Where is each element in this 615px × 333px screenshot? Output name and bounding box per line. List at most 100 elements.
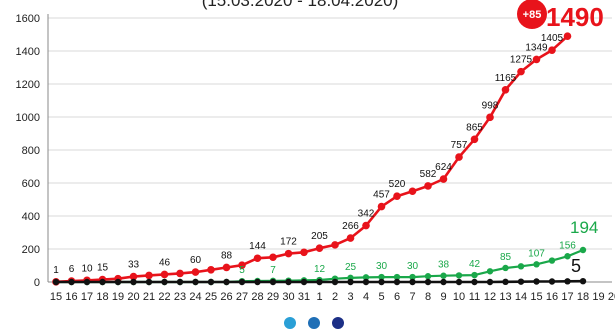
pagination-dot[interactable] (308, 317, 320, 329)
cases-point (424, 182, 432, 190)
cases-point (284, 249, 293, 258)
recovered-data-label: 25 (345, 262, 357, 273)
cases-point (331, 241, 339, 249)
x-tick-label: 24 (189, 291, 201, 303)
y-tick-label: 1000 (16, 112, 40, 124)
cases-point (145, 271, 153, 280)
y-tick-label: 1600 (16, 13, 40, 25)
cases-data-label: 15 (97, 263, 109, 274)
cases-point (408, 187, 417, 196)
y-tick-label: 1200 (16, 79, 40, 91)
recovered-point (471, 271, 478, 279)
deaths-point (502, 278, 509, 286)
deaths-point (331, 278, 339, 286)
x-tick-label: 15 (50, 291, 62, 303)
cases-point (439, 175, 448, 183)
x-tick-label: 2 (332, 291, 338, 303)
cases-point (222, 263, 231, 272)
pagination-dot[interactable] (332, 317, 344, 329)
deaths-point (285, 278, 292, 286)
cases-data-label: 266 (342, 221, 359, 232)
y-tick-label: 0 (34, 277, 40, 289)
cases-point (377, 202, 386, 211)
x-tick-label: 7 (409, 291, 415, 303)
x-tick-label: 17 (81, 291, 93, 303)
x-tick-label: 6 (394, 291, 400, 303)
series (52, 32, 587, 286)
latest-deaths-value: 5 (571, 256, 581, 276)
x-tick-label: 16 (546, 291, 558, 303)
cases-point (269, 253, 277, 262)
grid (48, 17, 612, 250)
recovered-point (548, 257, 556, 264)
x-tick-label: 9 (440, 291, 446, 303)
recovered-point (440, 272, 447, 279)
recovered-data-label: 85 (500, 252, 512, 263)
pagination-dot[interactable] (284, 317, 296, 329)
recovered-point (564, 253, 571, 260)
cases-data-label: 1349 (525, 42, 548, 53)
recovered-point (502, 264, 509, 272)
cases-data-label: 46 (159, 257, 171, 268)
x-tick-label: 27 (236, 291, 248, 303)
deaths-point (176, 278, 184, 286)
deaths-point (378, 278, 385, 286)
latest-recovered-value: 194 (570, 218, 598, 237)
recovered-point (393, 273, 401, 281)
deaths-point (130, 278, 137, 286)
deaths-point (238, 278, 246, 286)
deaths-point (269, 278, 277, 286)
deaths-point (83, 278, 91, 286)
x-tick-label: 14 (515, 291, 527, 303)
recovered-data-label: 7 (270, 265, 276, 276)
recovered-point (517, 263, 525, 270)
recovered-point (533, 261, 540, 268)
x-tick-label: 20 (127, 291, 139, 303)
recovered-point (378, 273, 385, 281)
deaths-point (114, 278, 122, 286)
x-tick-label: 13 (499, 291, 511, 303)
cases-data-label: 998 (482, 100, 499, 111)
increment-badge (517, 0, 547, 29)
cases-data-label: 457 (373, 190, 390, 201)
x-tick-label: 1 (316, 291, 322, 303)
deaths-point (145, 278, 153, 286)
cases-data-label: 172 (280, 237, 297, 248)
deaths-point (409, 278, 416, 286)
deaths-point (99, 278, 106, 286)
x-tick-label: 8 (425, 291, 431, 303)
deaths-point (548, 278, 556, 285)
cases-point (253, 254, 262, 263)
x-tick-label: 28 (251, 291, 263, 303)
x-tick-label: 16 (65, 291, 77, 303)
chart-title: (15.03.2020 - 18.04.2020) (202, 0, 399, 10)
cases-point (160, 270, 169, 279)
cases-data-label: 342 (358, 209, 375, 220)
cases-point (532, 55, 541, 64)
recovered-data-label: 12 (314, 264, 326, 275)
cases-point (455, 153, 463, 161)
cases-series-line (55, 35, 569, 284)
y-tick-label: 600 (22, 178, 40, 190)
deaths-point (161, 278, 168, 286)
x-tick-label: 12 (484, 291, 496, 303)
cases-point (548, 46, 556, 54)
y-tick-label: 400 (22, 211, 40, 223)
cases-data-label: 582 (420, 169, 437, 180)
deaths-point (564, 278, 571, 285)
x-tick-label: 19 (592, 291, 604, 303)
recovered-point (486, 268, 494, 275)
data-labels: 5 7 12 25 30 30 38 42 85 107 156 1 6 10 15 33 46 60 88 144 1… (53, 33, 576, 276)
deaths-point (362, 278, 370, 286)
recovered-data-label: 38 (438, 260, 450, 271)
cases-data-label: 10 (81, 263, 93, 274)
x-tick-label: 10 (453, 291, 465, 303)
deaths-point (393, 278, 401, 286)
x-tick-label: 29 (267, 291, 279, 303)
x-tick-label: 3 (347, 291, 353, 303)
cases-point (129, 272, 138, 281)
recovered-point (424, 273, 432, 280)
x-tick-label: 4 (363, 291, 369, 303)
